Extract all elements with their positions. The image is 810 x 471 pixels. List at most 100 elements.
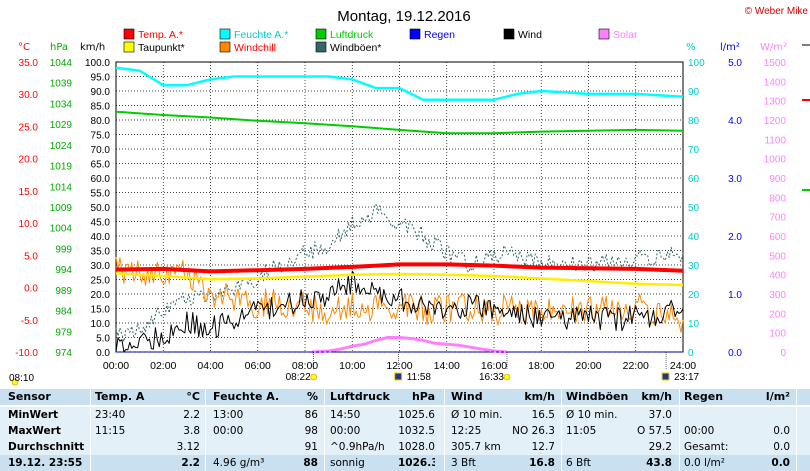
humidity-tick-label: 90 bbox=[688, 87, 700, 98]
wind-tick-label: 0.0 bbox=[96, 348, 110, 359]
stats-header-cell: Sensor bbox=[8, 390, 51, 403]
series-line bbox=[115, 270, 684, 353]
wind-tick-label: 70.0 bbox=[91, 145, 111, 156]
stats-header-cell: Luftdruck bbox=[330, 390, 390, 403]
humidity-tick-label: 70 bbox=[688, 145, 700, 156]
stats-header-cell: Temp. A. bbox=[95, 390, 145, 403]
rain-tick-label: 1.0 bbox=[728, 290, 742, 301]
wind-tick-label: 55.0 bbox=[91, 189, 111, 200]
stats-cell: 0.0 bbox=[773, 425, 790, 437]
legend-label: Taupunkt* bbox=[138, 42, 185, 54]
legend-label: Windböen* bbox=[330, 42, 381, 54]
humidity-tick-label: 0 bbox=[688, 348, 694, 359]
series-line bbox=[312, 336, 508, 354]
stats-cell: 00:00 bbox=[330, 425, 361, 437]
wind-unit-label: km/h bbox=[80, 42, 105, 53]
wind-tick-label: 80.0 bbox=[91, 116, 111, 127]
legend-item: Regen bbox=[409, 28, 455, 41]
solar-tick-label: 800 bbox=[769, 193, 786, 204]
stats-cell: 14:50 bbox=[330, 409, 361, 421]
stats-cell: 43.8 bbox=[646, 457, 672, 469]
watermark: © Weber Mike bbox=[745, 6, 809, 17]
stats-cell: 23:40 bbox=[95, 409, 126, 421]
stats-cell: 3.12 bbox=[176, 441, 200, 453]
legend-label: Regen bbox=[424, 29, 455, 41]
legend-item: Temp. A.* bbox=[123, 28, 183, 41]
time-tick-label: 08:00 bbox=[292, 360, 318, 372]
stats-cell bbox=[95, 455, 145, 471]
rain-tick-label: 0.0 bbox=[728, 348, 742, 359]
pressure-tick-label: 1034 bbox=[50, 99, 73, 110]
legend-label: Temp. A.* bbox=[138, 29, 183, 41]
pressure-tick-label: 999 bbox=[55, 244, 72, 255]
stats-cell bbox=[684, 407, 749, 423]
stats-cell: 86 bbox=[304, 409, 318, 421]
time-tick-label: 02:00 bbox=[150, 360, 176, 372]
time-tick-label: 22:00 bbox=[623, 360, 649, 372]
stats-cell: 1026.3 bbox=[398, 457, 435, 469]
solar-tick-label: 1200 bbox=[764, 116, 787, 127]
humidity-tick-label: 100 bbox=[688, 58, 705, 69]
legend-label: Solar bbox=[613, 29, 638, 41]
stats-cell: sonnig bbox=[330, 457, 365, 469]
pressure-tick-label: 989 bbox=[55, 286, 72, 297]
stats-row: Durchschnitt 3.12 91 ^0.9hPa/h 1028.0 305.7 k… bbox=[0, 439, 810, 455]
wind-tick-label: 20.0 bbox=[91, 290, 111, 301]
solar-tick-label: 1000 bbox=[764, 155, 787, 166]
wind-tick-label: 30.0 bbox=[91, 261, 111, 272]
stats-cell: 16.8 bbox=[529, 457, 555, 469]
series-line bbox=[115, 272, 684, 287]
time-tick-label: 16:00 bbox=[481, 360, 507, 372]
legend-swatch bbox=[409, 28, 421, 40]
stats-cell bbox=[213, 439, 283, 455]
pressure-tick-label: 979 bbox=[55, 327, 72, 338]
stats-cell: Ø 10 min. bbox=[451, 409, 503, 421]
temp-tick-label: 15.0 bbox=[19, 187, 39, 198]
stats-header-row: Sensor Temp. A. °C Feuchte A.% Luftdruck hPa W… bbox=[0, 389, 810, 405]
legend-swatch bbox=[219, 28, 231, 40]
column-separator bbox=[796, 389, 797, 471]
legend-label: Wind bbox=[518, 29, 542, 41]
legend-label: Windchill bbox=[234, 42, 276, 54]
weather-chart: Montag, 19.12.2016 © Weber Mike Temp. A.… bbox=[9, 6, 810, 386]
time-tick-label: 10:00 bbox=[339, 360, 365, 372]
sun-icon bbox=[503, 373, 511, 381]
stats-cell: 4.96 g/m³ bbox=[213, 457, 265, 469]
axes: 35.0 30.0 25.0 20.0 15.0 10.0 5.0 0.0 -5.0 -10.0 1… bbox=[15, 44, 810, 372]
legend-label: Feuchte A.* bbox=[234, 29, 288, 41]
sun-events: 08:10 08:22 11:58 16:33 23:17 bbox=[9, 352, 700, 386]
time-tick-label: 00:00 bbox=[103, 360, 129, 372]
column-separator bbox=[90, 389, 91, 471]
stats-cell: 11:15 bbox=[95, 425, 126, 437]
pressure-tick-label: 974 bbox=[55, 348, 72, 359]
stats-cell: 29.2 bbox=[648, 441, 672, 453]
time-tick-label: 04:00 bbox=[197, 360, 223, 372]
temp-unit-label: °C bbox=[18, 42, 30, 53]
series-line bbox=[115, 256, 684, 333]
legend-swatch bbox=[315, 28, 327, 40]
legend-swatch bbox=[315, 41, 327, 53]
stats-cell: 305.7 km bbox=[451, 441, 501, 453]
humidity-tick-label: 30 bbox=[688, 261, 700, 272]
stats-header-cell: Regen bbox=[684, 390, 724, 403]
temp-tick-label: 25.0 bbox=[19, 122, 39, 133]
column-separator bbox=[205, 389, 206, 471]
sunrise-row-label: 08:10 bbox=[9, 373, 34, 384]
solar-tick-label: 600 bbox=[769, 232, 786, 243]
pressure-tick-label: 1004 bbox=[50, 224, 73, 235]
legend-item: Windchill bbox=[219, 41, 276, 54]
humidity-tick-label: 20 bbox=[688, 290, 700, 301]
pressure-tick-label: 1044 bbox=[50, 58, 73, 69]
stats-cell: 91 bbox=[304, 441, 318, 453]
wind-tick-label: 60.0 bbox=[91, 174, 111, 185]
humidity-tick-label: 40 bbox=[688, 232, 700, 243]
wind-tick-label: 50.0 bbox=[91, 203, 111, 214]
stats-cell bbox=[95, 439, 145, 455]
legend-swatch bbox=[123, 41, 135, 53]
stats-cell: 19.12. 23:55 bbox=[8, 457, 83, 469]
solar-tick-label: 1400 bbox=[764, 77, 787, 88]
column-separator bbox=[324, 389, 325, 471]
solar-tick-label: 1100 bbox=[764, 135, 786, 146]
time-tick-label: 18:00 bbox=[528, 360, 554, 372]
series-line bbox=[115, 262, 684, 274]
